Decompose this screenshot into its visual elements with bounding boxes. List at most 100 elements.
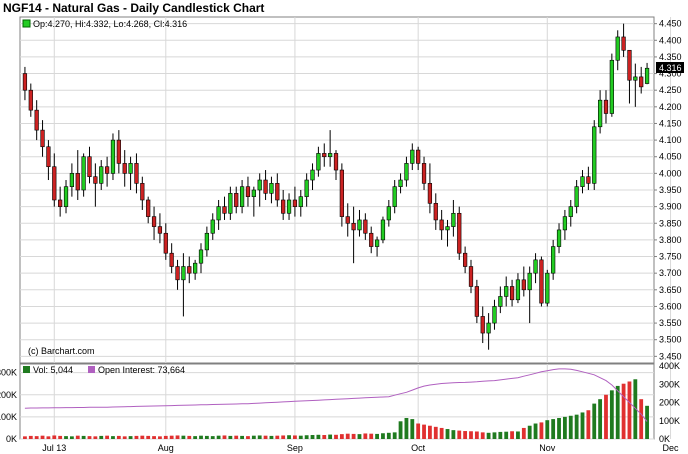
candle: [93, 163, 98, 207]
chart-title: NGF14 - Natural Gas - Daily Candlestick …: [3, 1, 265, 15]
candle-body-down: [322, 153, 327, 158]
price-tick-label: 4.000: [659, 168, 682, 178]
candle: [34, 100, 39, 141]
volume-bar: [246, 436, 250, 439]
volume-bar: [240, 435, 245, 439]
volume-bar: [422, 424, 426, 439]
volume-bar: [158, 436, 162, 439]
volume-bar: [568, 415, 573, 439]
candle: [69, 163, 75, 197]
volume-bar: [627, 381, 632, 439]
candle-body-up: [545, 272, 550, 304]
volume-legend-swatch: [23, 366, 30, 373]
price-axis: 4.450 4.400 4.350 4.300 4.250 4.200 4.150 4.100…: [654, 19, 682, 361]
candle-body-up: [386, 206, 391, 221]
candle-body-up: [63, 186, 69, 207]
candle-body-up: [269, 183, 274, 194]
price-tick-label: 3.600: [659, 301, 682, 311]
candle-body-down: [339, 169, 344, 217]
candle-body-down: [586, 176, 591, 184]
candle-body-down: [275, 183, 280, 201]
candle-body-up: [597, 99, 603, 128]
candle-body-down: [134, 163, 139, 184]
candle-body-down: [627, 49, 632, 81]
candle-body-up: [128, 163, 133, 174]
volume-bar: [427, 425, 432, 439]
candle: [75, 150, 80, 200]
volume-bar: [134, 435, 139, 439]
volume-bar: [257, 435, 262, 439]
price-tick-label: 3.550: [659, 318, 682, 328]
volume-bar: [228, 435, 233, 439]
candle-body-down: [639, 76, 644, 88]
candle: [621, 23, 626, 57]
candle: [222, 196, 227, 220]
volume-bar: [498, 431, 503, 439]
volume-bar: [416, 423, 421, 439]
price-tick-label: 4.050: [659, 152, 682, 162]
volume-bar: [504, 431, 509, 439]
volume-bar: [222, 435, 227, 439]
candle: [568, 199, 573, 227]
candle-body-down: [539, 259, 544, 304]
oi-tick-label-right: 300K: [659, 379, 680, 389]
candle-body-up: [410, 149, 415, 164]
volume-bar: [28, 435, 33, 439]
price-tick-label: 3.850: [659, 218, 682, 228]
candle-body-up: [374, 239, 380, 247]
candle: [87, 146, 92, 184]
candle-body-down: [468, 266, 474, 287]
candle: [527, 266, 532, 324]
candle: [187, 256, 192, 284]
candle: [281, 190, 286, 220]
candle: [351, 206, 356, 264]
candle: [134, 153, 139, 194]
volume-bar: [445, 429, 450, 439]
candle-body-down: [175, 266, 180, 281]
ohlc-legend: Op:4.270, Hi:4.332, Lo:4.268, Cl:4.316: [33, 19, 187, 29]
candle: [322, 143, 327, 167]
volume-bar: [322, 435, 327, 439]
volume-bar: [633, 379, 638, 439]
price-tick-label: 3.800: [659, 235, 682, 245]
price-tick-label: 4.350: [659, 52, 682, 62]
volume-bar: [152, 436, 156, 439]
volume-bar: [557, 417, 561, 439]
volume-bar: [451, 430, 456, 439]
price-candles: [22, 23, 650, 350]
candle: [239, 180, 245, 214]
volume-bar: [204, 435, 209, 439]
candle-body-down: [157, 226, 163, 234]
volume-bar: [263, 435, 268, 439]
volume-bar: [480, 432, 485, 439]
volume-bar: [216, 435, 221, 439]
candle: [644, 62, 650, 85]
candle: [421, 156, 427, 190]
volume-bar: [580, 412, 585, 439]
candle: [463, 246, 468, 274]
candle-body-down: [345, 216, 350, 224]
candle: [398, 173, 403, 194]
candle-body-down: [146, 199, 151, 217]
volume-bar: [275, 435, 280, 439]
volume-bar: [234, 435, 239, 439]
volume-bar: [469, 431, 473, 439]
x-tick-label: Jul 13: [42, 443, 66, 453]
candle: [603, 90, 609, 124]
candle-body-up: [615, 36, 620, 61]
candle: [204, 226, 209, 257]
candle-body-down: [474, 286, 479, 317]
volume-bar: [615, 385, 620, 439]
candle-body-up: [568, 206, 573, 217]
oi-tick-label-right: 0K: [659, 434, 670, 444]
candle-body-up: [328, 153, 333, 158]
volume-bar: [521, 427, 526, 439]
candle: [216, 199, 221, 230]
candle-body-up: [609, 59, 614, 114]
price-tick-label: 4.450: [659, 19, 682, 29]
price-tick-label: 3.650: [659, 285, 682, 295]
candle-body-down: [52, 166, 57, 201]
candle-body-down: [234, 193, 239, 207]
price-tick-label: 3.900: [659, 202, 682, 212]
